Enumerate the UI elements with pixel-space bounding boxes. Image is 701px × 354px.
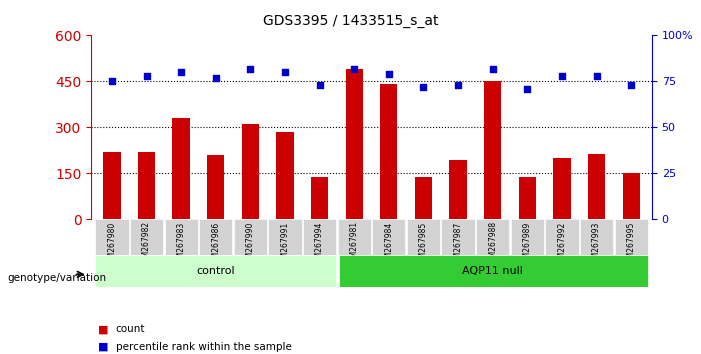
Text: GSM267989: GSM267989 <box>523 221 532 268</box>
Point <box>452 82 463 88</box>
FancyBboxPatch shape <box>580 219 613 255</box>
Point <box>210 75 222 81</box>
FancyBboxPatch shape <box>95 255 336 287</box>
FancyBboxPatch shape <box>511 219 544 255</box>
Bar <box>588 154 605 219</box>
Bar <box>276 132 294 219</box>
Text: GSM267986: GSM267986 <box>211 221 220 268</box>
FancyBboxPatch shape <box>339 255 648 287</box>
Bar <box>415 177 432 219</box>
Point <box>418 84 429 90</box>
Text: GSM267981: GSM267981 <box>350 221 359 267</box>
FancyBboxPatch shape <box>476 219 510 255</box>
Text: GSM267984: GSM267984 <box>384 221 393 268</box>
Bar <box>380 85 397 219</box>
Point <box>107 79 118 84</box>
Bar <box>346 69 363 219</box>
Point <box>487 66 498 72</box>
Bar <box>172 118 190 219</box>
FancyBboxPatch shape <box>615 219 648 255</box>
FancyBboxPatch shape <box>303 219 336 255</box>
Text: ■: ■ <box>98 342 109 352</box>
Text: GDS3395 / 1433515_s_at: GDS3395 / 1433515_s_at <box>263 14 438 28</box>
Bar <box>103 152 121 219</box>
Point <box>348 66 360 72</box>
Bar <box>138 152 155 219</box>
FancyBboxPatch shape <box>199 219 232 255</box>
FancyBboxPatch shape <box>372 219 405 255</box>
Text: GSM267982: GSM267982 <box>142 221 151 267</box>
Text: GSM267994: GSM267994 <box>315 221 324 268</box>
Point <box>383 71 395 77</box>
FancyBboxPatch shape <box>338 219 371 255</box>
FancyBboxPatch shape <box>407 219 440 255</box>
Text: GSM267991: GSM267991 <box>280 221 290 268</box>
Bar <box>242 124 259 219</box>
Text: GSM267988: GSM267988 <box>488 221 497 267</box>
Text: GSM267993: GSM267993 <box>592 221 601 268</box>
Point <box>175 69 186 75</box>
FancyBboxPatch shape <box>268 219 301 255</box>
Point <box>314 82 325 88</box>
Text: ■: ■ <box>98 324 109 334</box>
Text: GSM267985: GSM267985 <box>419 221 428 268</box>
Text: count: count <box>116 324 145 334</box>
FancyBboxPatch shape <box>165 219 198 255</box>
Bar <box>519 177 536 219</box>
Text: GSM267983: GSM267983 <box>177 221 186 268</box>
Point <box>280 69 291 75</box>
Bar <box>449 160 467 219</box>
Text: GSM267990: GSM267990 <box>246 221 255 268</box>
Text: GSM267980: GSM267980 <box>107 221 116 268</box>
Text: GSM267992: GSM267992 <box>557 221 566 268</box>
Bar <box>207 155 224 219</box>
FancyBboxPatch shape <box>233 219 267 255</box>
FancyBboxPatch shape <box>442 219 475 255</box>
Bar <box>622 173 640 219</box>
Bar <box>311 177 328 219</box>
Point <box>625 82 637 88</box>
FancyBboxPatch shape <box>95 219 128 255</box>
FancyBboxPatch shape <box>130 219 163 255</box>
Point <box>245 66 256 72</box>
Bar <box>484 81 501 219</box>
Point <box>141 73 152 79</box>
Text: percentile rank within the sample: percentile rank within the sample <box>116 342 292 352</box>
Text: GSM267995: GSM267995 <box>627 221 636 268</box>
Bar <box>553 158 571 219</box>
Text: control: control <box>196 266 235 276</box>
FancyBboxPatch shape <box>545 219 578 255</box>
Text: AQP11 null: AQP11 null <box>462 266 523 276</box>
Point <box>557 73 568 79</box>
Point <box>591 73 602 79</box>
Text: GSM267987: GSM267987 <box>454 221 463 268</box>
Point <box>522 86 533 92</box>
Text: genotype/variation: genotype/variation <box>7 273 106 283</box>
